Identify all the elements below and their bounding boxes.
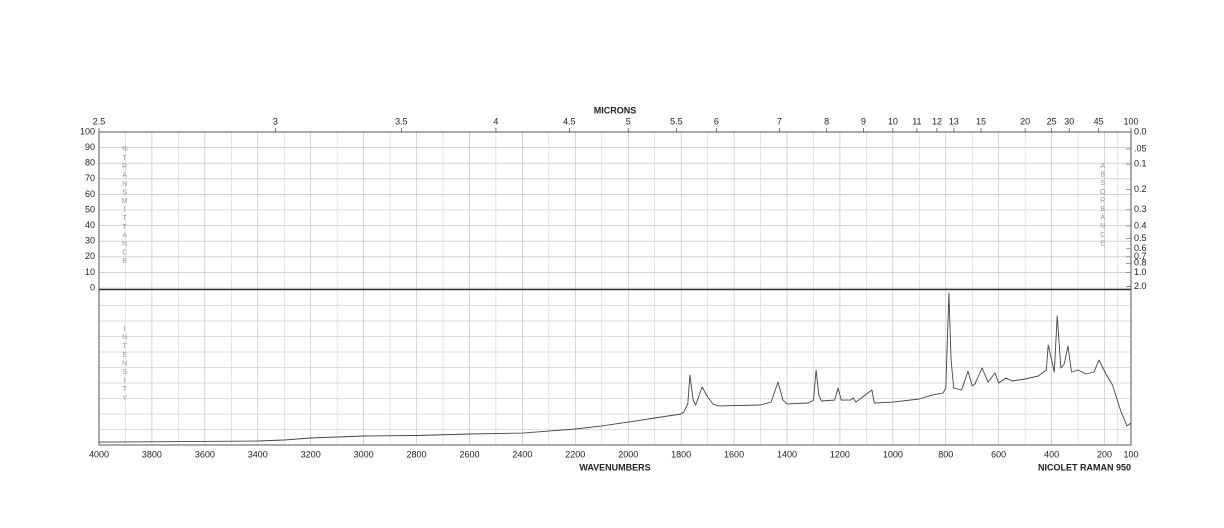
x-tick-label: 1200 [830, 449, 850, 459]
micron-tick-label: 45 [1094, 116, 1104, 126]
x-tick-label: 3000 [354, 449, 374, 459]
absorbance-tick-label: 0.1 [1134, 158, 1147, 168]
x-tick-label: 1800 [671, 449, 691, 459]
micron-tick-label: 4.5 [563, 116, 576, 126]
micron-tick-label: 15 [976, 116, 986, 126]
absorbance-tick-label: .05 [1134, 143, 1147, 153]
micron-tick-label: 6 [714, 116, 719, 126]
absorbance-tick-label: 0.0 [1134, 126, 1147, 136]
top-axis-title: MICRONS [594, 105, 637, 115]
micron-tick-label: 10 [888, 116, 898, 126]
micron-tick-label: 25 [1047, 116, 1057, 126]
x-tick-label: 400 [1044, 449, 1059, 459]
x-tick-label: 2400 [512, 449, 532, 459]
x-tick-label: 1600 [724, 449, 744, 459]
x-tick-label: 3800 [142, 449, 162, 459]
micron-tick-label: 9 [861, 116, 866, 126]
x-tick-label: 1400 [777, 449, 797, 459]
micron-tick-label: 12 [932, 116, 942, 126]
micron-tick-label: 30 [1064, 116, 1074, 126]
absorbance-tick-label: 0.4 [1134, 220, 1147, 230]
x-tick-label: 2200 [565, 449, 585, 459]
x-tick-label: 2000 [618, 449, 638, 459]
absorbance-tick-label: 1.0 [1134, 267, 1147, 277]
micron-tick-label: 7 [777, 116, 782, 126]
y-tick-label: 20 [85, 251, 95, 261]
micron-tick-label: 5 [626, 116, 631, 126]
x-tick-label: 800 [938, 449, 953, 459]
y-tick-label: 70 [85, 173, 95, 183]
x-tick-label: 3600 [195, 449, 215, 459]
y-tick-label: 100 [80, 126, 95, 136]
absorbance-tick-label: 0.2 [1134, 184, 1147, 194]
y-tick-label: 60 [85, 189, 95, 199]
absorbance-tick-label: 0.7 [1134, 251, 1147, 261]
x-tick-label: 600 [991, 449, 1006, 459]
absorbance-tick-label: 0.6 [1134, 243, 1147, 253]
x-axis-title: WAVENUMBERS [579, 462, 650, 472]
y-tick-label: 50 [85, 204, 95, 214]
transmittance-label: TRANSMITTANCE [121, 155, 128, 267]
spectrum-line [98, 292, 1132, 443]
absorbance-tick-label: 0.5 [1134, 233, 1147, 243]
y-tick-label: 80 [85, 158, 95, 168]
y-tick-label: 30 [85, 236, 95, 246]
absorbance-tick-label: 2.0 [1134, 281, 1147, 291]
absorbance-tick-label: 0.3 [1134, 204, 1147, 214]
x-tick-label: 200 [1097, 449, 1112, 459]
micron-tick-label: 100 [1123, 116, 1138, 126]
micron-tick-label: 3 [273, 116, 278, 126]
y-tick-label: 0 [90, 282, 95, 292]
x-tick-label: 100 [1123, 449, 1138, 459]
micron-tick-label: 4 [493, 116, 498, 126]
x-tick-label: 1000 [883, 449, 903, 459]
percent-label: % [121, 146, 128, 155]
x-tick-label: 2600 [459, 449, 479, 459]
x-tick-label: 3200 [301, 449, 321, 459]
absorbance-label: ABSORBANCE [1099, 163, 1106, 249]
plot-frame [98, 131, 1132, 446]
x-tick-label: 3400 [248, 449, 268, 459]
instrument: NICOLET RAMAN 950 [1038, 462, 1131, 472]
micron-tick-label: 13 [949, 116, 959, 126]
x-tick-label: 2800 [407, 449, 427, 459]
micron-tick-label: 2.5 [93, 116, 106, 126]
x-tick-label: 4000 [89, 449, 109, 459]
micron-tick-label: 3.5 [395, 116, 408, 126]
absorbance-tick-label: 0.8 [1134, 258, 1147, 268]
micron-tick-label: 20 [1020, 116, 1030, 126]
intensity-label: INTENSITY [121, 326, 128, 403]
y-tick-label: 90 [85, 142, 95, 152]
micron-tick-label: 11 [912, 116, 921, 126]
micron-tick-label: 8 [824, 116, 829, 126]
y-tick-label: 40 [85, 220, 95, 230]
y-tick-label: 10 [85, 267, 95, 277]
micron-tick-label: 5.5 [670, 116, 683, 126]
